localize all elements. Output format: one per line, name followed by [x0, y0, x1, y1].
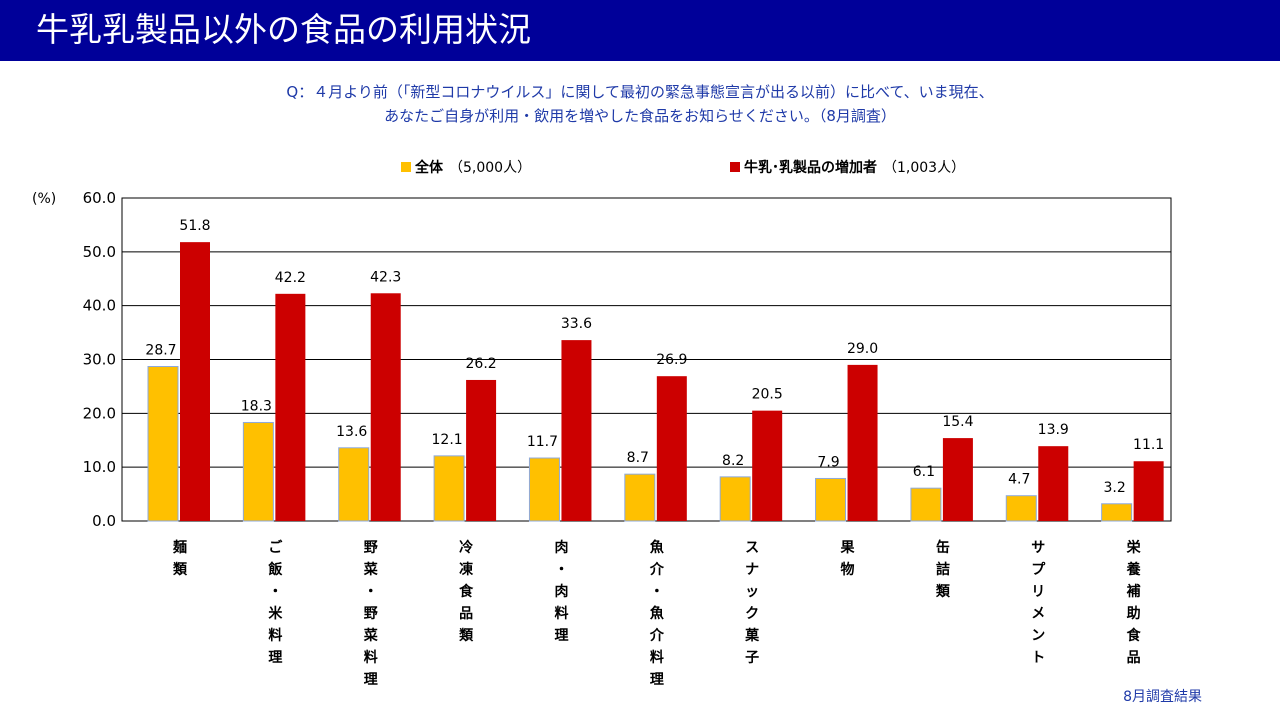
legend-label-dairy: 牛乳･乳製品の増加者: [744, 160, 877, 176]
bar-dairy: [656, 376, 687, 521]
bar-dairy: [1133, 461, 1164, 521]
data-label-overall: 13.6: [336, 424, 367, 440]
category-label: 魚介・魚介料理: [649, 539, 665, 688]
bar-overall: [624, 473, 656, 522]
legend-count-dairy: （1,003人）: [883, 160, 966, 176]
survey-question: Q：４月より前（「新型コロナウイルス」に関して最初の緊急事態宣言が出る以前）に比…: [0, 80, 1280, 128]
data-label-dairy: 20.5: [752, 387, 783, 403]
page-title: 牛乳乳製品以外の食品の利用状況: [36, 10, 531, 49]
category-label: 麺類: [172, 539, 188, 578]
y-tick-label: 0.0: [92, 512, 116, 530]
legend-count-overall: （5,000人）: [449, 160, 532, 176]
y-tick-label: 50.0: [83, 243, 116, 261]
bar-overall: [433, 455, 465, 522]
legend-swatch-dairy: [730, 162, 740, 172]
category-label: 野菜・野菜料理: [363, 540, 379, 688]
legend-label-overall: 全体: [415, 160, 443, 176]
bar-dairy: [180, 242, 210, 522]
data-label-dairy: 26.9: [656, 352, 687, 368]
data-label-dairy: 13.9: [1038, 422, 1069, 438]
bar-dairy: [370, 293, 401, 521]
legend-swatch-overall: [401, 162, 411, 172]
data-label-overall: 6.1: [913, 464, 935, 480]
footnote: 8月調査結果: [1123, 689, 1202, 705]
data-label-dairy: 15.4: [942, 414, 973, 430]
data-label-overall: 11.7: [527, 434, 558, 450]
data-label-overall: 8.7: [627, 450, 649, 466]
bar-dairy: [847, 364, 878, 521]
bar-overall: [528, 457, 560, 522]
data-label-overall: 4.7: [1008, 472, 1030, 488]
bar-dairy: [466, 379, 497, 521]
bar-overall: [147, 365, 179, 522]
y-tick-label: 20.0: [83, 404, 116, 422]
y-tick-label: 60.0: [83, 189, 116, 207]
bar-dairy: [1038, 446, 1069, 521]
data-label-dairy: 33.6: [561, 316, 592, 332]
y-tick-label: 10.0: [83, 458, 116, 476]
bar-dairy: [275, 293, 306, 521]
legend-item-dairy: 牛乳･乳製品の増加者 （1,003人）: [730, 156, 965, 178]
legend-item-overall: 全体 （5,000人）: [401, 156, 531, 178]
data-label-dairy: 11.1: [1133, 437, 1164, 453]
y-tick-label: 30.0: [83, 351, 116, 369]
category-label: スナック菓子: [744, 540, 760, 666]
y-axis-label: (%): [32, 191, 56, 207]
data-label-overall: 8.2: [722, 453, 744, 469]
data-label-overall: 3.2: [1104, 480, 1126, 496]
data-label-dairy: 42.2: [275, 270, 306, 286]
bar-overall: [338, 447, 370, 522]
category-label: 果物: [840, 540, 856, 578]
bar-overall: [815, 477, 847, 522]
question-line-1: Q：４月より前（「新型コロナウイルス」に関して最初の緊急事態宣言が出る以前）に比…: [286, 83, 994, 101]
bar-overall: [910, 487, 942, 522]
bar-overall: [1101, 503, 1133, 522]
data-label-overall: 12.1: [432, 432, 463, 448]
bar-overall: [1005, 495, 1037, 522]
data-label-dairy: 29.0: [847, 341, 878, 357]
question-line-2: あなたご自身が利用・飲用を増やした食品をお知らせください。（8月調査）: [384, 107, 896, 125]
bar-dairy: [752, 410, 783, 521]
category-label: 肉・肉料理: [554, 539, 568, 644]
category-label: ご飯・米料理: [267, 539, 283, 666]
data-label-dairy: 42.3: [370, 269, 401, 285]
header-bar: 牛乳乳製品以外の食品の利用状況: [0, 0, 1280, 61]
data-label-dairy: 26.2: [466, 356, 497, 372]
category-label: サプリメント: [1031, 540, 1046, 666]
y-tick-label: 40.0: [83, 297, 116, 315]
category-label: 栄養補助食品: [1126, 539, 1142, 666]
category-label: 缶詰類: [935, 539, 951, 600]
data-label-overall: 28.7: [145, 342, 176, 358]
data-label-overall: 18.3: [241, 398, 272, 414]
bar-overall: [719, 476, 751, 522]
data-label-dairy: 51.8: [179, 218, 210, 234]
bar-dairy: [942, 438, 973, 521]
bar-overall: [242, 421, 274, 522]
category-label: 冷凍食品類: [458, 539, 474, 644]
bar-dairy: [561, 340, 592, 521]
data-label-overall: 7.9: [817, 454, 839, 470]
